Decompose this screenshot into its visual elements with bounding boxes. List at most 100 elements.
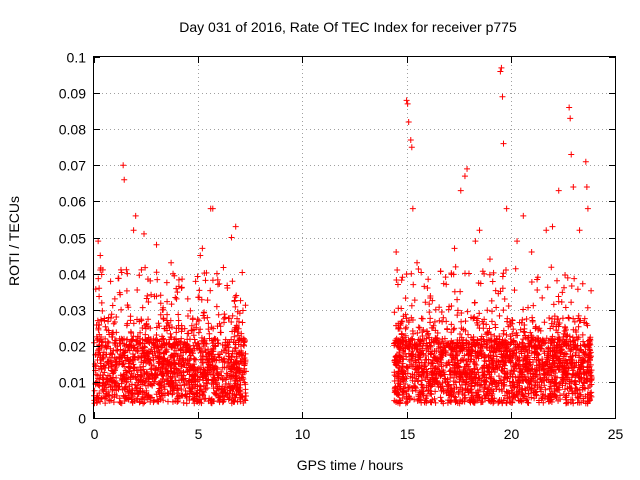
y-tick-label: 0.01 xyxy=(59,375,86,391)
data-point xyxy=(237,297,244,304)
data-point xyxy=(91,339,98,346)
data-point xyxy=(209,348,216,355)
data-point xyxy=(133,337,140,344)
data-point xyxy=(223,370,230,377)
data-point xyxy=(484,307,491,314)
data-point xyxy=(157,300,164,307)
data-point xyxy=(568,282,575,289)
data-point xyxy=(96,365,103,372)
data-point xyxy=(194,393,201,400)
data-point xyxy=(164,398,171,405)
data-point xyxy=(539,294,546,301)
data-point xyxy=(142,331,149,338)
data-point xyxy=(458,318,465,325)
data-point xyxy=(231,333,238,340)
data-point xyxy=(237,337,244,344)
data-point xyxy=(232,359,239,366)
data-point xyxy=(220,398,227,405)
data-point xyxy=(519,316,526,323)
data-point xyxy=(105,364,112,371)
data-point xyxy=(173,366,180,373)
data-point xyxy=(111,295,118,302)
data-point xyxy=(108,363,115,370)
data-point xyxy=(116,395,123,402)
data-point xyxy=(235,325,242,332)
y-tick-label: 0 xyxy=(78,411,86,427)
data-point xyxy=(452,263,459,270)
data-point xyxy=(454,296,461,303)
data-point xyxy=(151,397,158,404)
data-point xyxy=(138,266,145,273)
data-point xyxy=(156,349,163,356)
data-point xyxy=(99,307,106,314)
data-point xyxy=(153,269,160,276)
data-point xyxy=(551,313,558,320)
data-point xyxy=(571,275,578,282)
data-point xyxy=(233,370,240,377)
data-point xyxy=(486,271,493,278)
data-point xyxy=(124,336,131,343)
data-point xyxy=(116,383,123,390)
data-point xyxy=(166,358,173,365)
data-point xyxy=(108,351,115,358)
data-point xyxy=(411,297,418,304)
data-point xyxy=(236,336,243,343)
data-point xyxy=(437,394,444,401)
data-point xyxy=(95,238,102,245)
data-point xyxy=(226,372,233,379)
data-point xyxy=(235,332,242,339)
data-point xyxy=(393,276,400,283)
data-point xyxy=(145,348,152,355)
data-point xyxy=(220,392,227,399)
data-point xyxy=(99,386,106,393)
data-point xyxy=(179,276,186,283)
data-point xyxy=(134,345,141,352)
data-point xyxy=(215,375,222,382)
data-point xyxy=(457,187,464,194)
data-point xyxy=(170,365,177,372)
data-point xyxy=(113,329,120,336)
data-point xyxy=(464,165,471,172)
data-point xyxy=(141,391,148,398)
data-point xyxy=(410,281,417,288)
data-point xyxy=(168,334,175,341)
data-point xyxy=(113,358,120,365)
data-point xyxy=(175,276,182,283)
data-point xyxy=(194,273,201,280)
data-point xyxy=(492,287,499,294)
data-point xyxy=(132,374,139,381)
data-point xyxy=(500,140,507,147)
data-point xyxy=(99,372,106,379)
data-point xyxy=(229,392,236,399)
data-point xyxy=(127,328,134,335)
data-point xyxy=(198,334,205,341)
data-point xyxy=(198,348,205,355)
data-point xyxy=(576,227,583,234)
data-point xyxy=(229,328,236,335)
data-point xyxy=(95,351,102,358)
data-point xyxy=(160,315,167,322)
data-point xyxy=(243,393,250,400)
data-point xyxy=(161,340,168,347)
data-point xyxy=(99,380,106,387)
data-point xyxy=(565,314,572,321)
data-point xyxy=(98,318,105,325)
data-point xyxy=(582,158,589,165)
data-point xyxy=(229,312,236,319)
data-point xyxy=(190,332,197,339)
data-point xyxy=(141,399,148,406)
data-point xyxy=(107,278,114,285)
data-point xyxy=(501,296,508,303)
data-point xyxy=(432,399,439,406)
data-point xyxy=(164,389,171,396)
data-point xyxy=(213,270,220,277)
data-point xyxy=(194,373,201,380)
data-point xyxy=(121,363,128,370)
data-point xyxy=(221,355,228,362)
data-point xyxy=(179,375,186,382)
data-point xyxy=(154,372,161,379)
data-point xyxy=(403,324,410,331)
data-point xyxy=(583,183,590,190)
data-point xyxy=(186,393,193,400)
data-point xyxy=(137,373,144,380)
